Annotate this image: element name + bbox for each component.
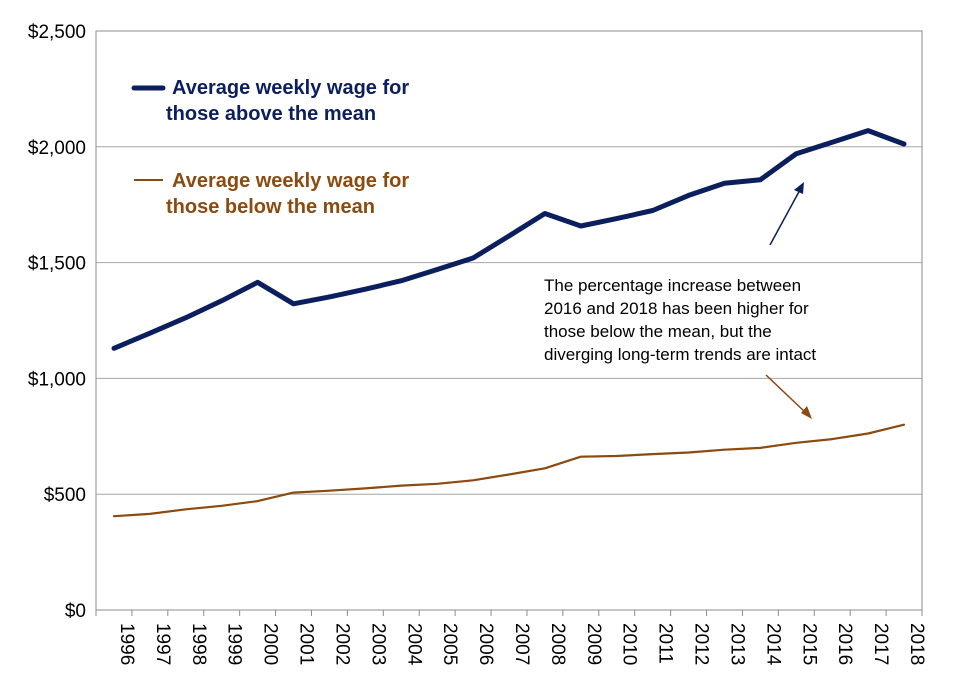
y-tick-label: $1,000 (28, 369, 86, 390)
x-tick-label: 2018 (906, 623, 927, 665)
x-tick-label: 2001 (296, 623, 317, 665)
x-tick-label: 2002 (331, 623, 352, 665)
annotation-line-2: 2016 and 2018 has been higher for (544, 299, 809, 318)
x-tick-label: 2003 (367, 623, 388, 665)
x-tick-label: 2000 (260, 623, 281, 665)
x-tick-label: 2007 (511, 623, 532, 665)
x-tick-label: 2016 (834, 623, 855, 665)
legend-label-below-line1: Average weekly wage for (172, 170, 409, 192)
x-tick-label: 2010 (619, 623, 640, 665)
y-tick-label: $2,000 (28, 138, 86, 159)
annotation-line-4: diverging long-term trends are intact (544, 345, 816, 364)
annotation-line-1: The percentage increase between (544, 276, 801, 295)
x-tick-label: 1999 (224, 623, 245, 665)
x-tick-label: 2005 (439, 623, 460, 665)
x-tick-label: 2011 (655, 623, 676, 664)
x-tick-label: 2008 (547, 623, 568, 665)
x-tick-label: 1997 (152, 623, 173, 665)
x-tick-label: 2013 (726, 623, 747, 665)
legend-label-below-line2: those below the mean (166, 196, 375, 218)
x-tick-label: 1996 (116, 623, 137, 665)
legend-label-above-line1: Average weekly wage for (172, 77, 409, 99)
annotation-arrow-down (765, 374, 807, 414)
annotation-arrowhead-down (801, 406, 812, 419)
annotation-arrow-up (769, 187, 802, 246)
annotation-line-3: those below the mean, but the (544, 322, 772, 341)
x-tick-label: 2006 (475, 623, 496, 665)
plot-area (95, 30, 923, 611)
legend: Average weekly wage for those above the … (131, 77, 409, 218)
x-tick-label: 2017 (870, 623, 891, 665)
annotation-arrowhead-up (794, 182, 804, 194)
x-tick-label: 2009 (583, 623, 604, 665)
y-tick-label: $2,500 (28, 22, 86, 43)
annotation: The percentage increase between 2016 and… (544, 182, 816, 419)
series-line-below-mean (112, 423, 906, 518)
y-tick-label: $1,500 (28, 254, 86, 275)
legend-label-above-line2: those above the mean (166, 103, 376, 125)
x-tick-label: 1998 (188, 623, 209, 665)
series-line-above-mean (111, 128, 907, 351)
x-tick-label: 2004 (403, 623, 424, 666)
y-tick-label: $0 (65, 601, 86, 622)
y-tick-label: $500 (44, 485, 86, 506)
x-tick-label: 2014 (762, 623, 783, 666)
x-tick-label: 2012 (691, 623, 712, 665)
x-tick-label: 2015 (798, 623, 819, 665)
